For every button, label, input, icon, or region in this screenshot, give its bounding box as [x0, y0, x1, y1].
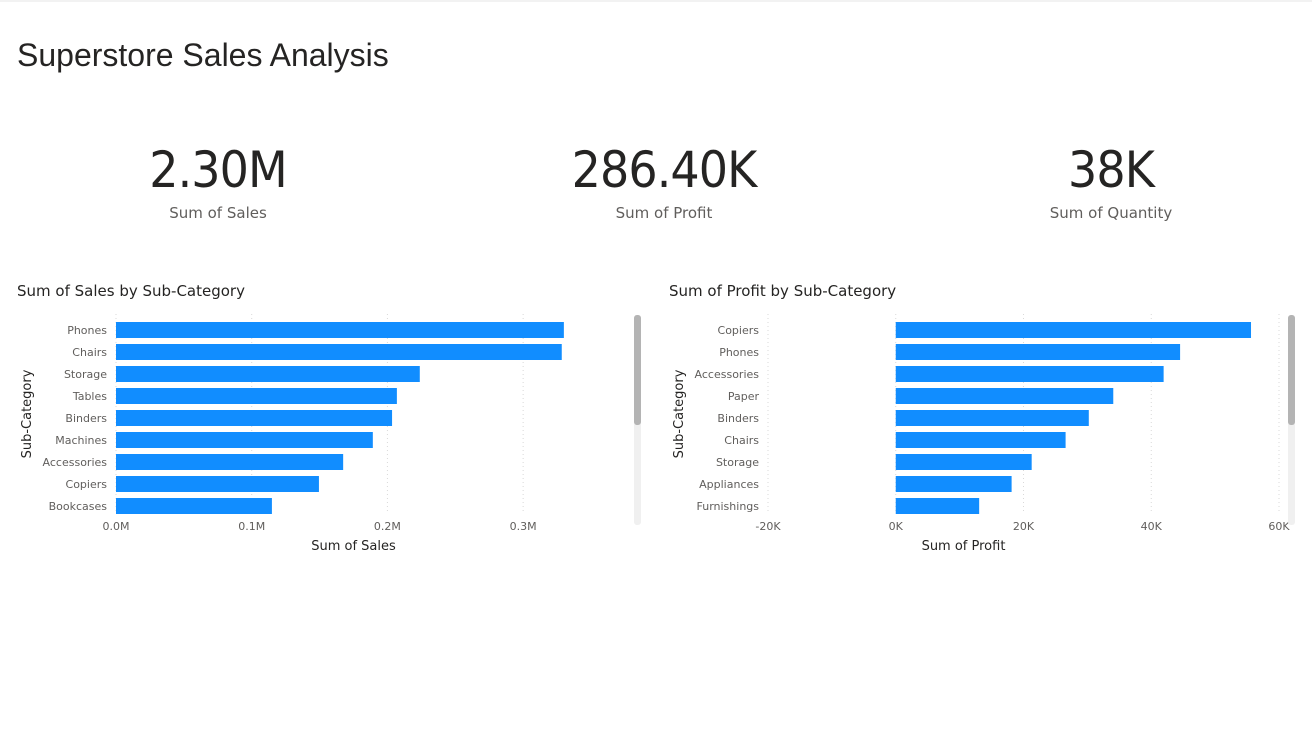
category-label: Tables [72, 390, 107, 403]
sales-by-subcategory-chart[interactable]: Sum of Sales by Sub-Category 0.0M 0.1M 0.2… [17, 282, 647, 572]
category-label: Binders [717, 412, 759, 425]
category-label: Copiers [718, 324, 760, 337]
profit-chart-svg: -20K 0K 20K 40K 60K Copiers Phones Accessories P… [672, 314, 1290, 554]
category-label: Storage [716, 456, 759, 469]
bar [895, 498, 980, 514]
category-label: Accessories [695, 368, 760, 381]
x-tick-label: 0.1M [238, 520, 265, 533]
category-label: Paper [728, 390, 760, 403]
kpi-value: 2.30M [149, 141, 287, 199]
kpi-card-quantity[interactable]: 38K Sum of Quantity [961, 138, 1261, 222]
category-label: Chairs [72, 346, 107, 359]
kpi-card-profit[interactable]: 286.40K Sum of Profit [514, 138, 814, 222]
bar [895, 322, 1252, 338]
category-label: Phones [67, 324, 107, 337]
scrollbar-track[interactable] [1288, 315, 1295, 525]
bar [116, 476, 319, 492]
x-tick-label: 40K [1141, 520, 1163, 533]
kpi-label: Sum of Quantity [1049, 204, 1173, 222]
profit-by-subcategory-chart[interactable]: Sum of Profit by Sub-Category -20K 0K 20K 4… [669, 282, 1299, 572]
chart-title: Sum of Profit by Sub-Category [669, 282, 897, 300]
bar [895, 410, 1089, 426]
kpi-label: Sum of Profit [615, 204, 713, 222]
bar [895, 476, 1012, 492]
bar [116, 388, 397, 404]
category-label: Machines [55, 434, 107, 447]
category-label: Bookcases [49, 500, 108, 513]
x-tick-label: 0.0M [103, 520, 130, 533]
bar [116, 322, 564, 338]
bar [116, 410, 393, 426]
bar [895, 366, 1164, 382]
y-axis-title: Sub-Category [672, 369, 687, 458]
category-label: Appliances [699, 478, 759, 491]
scrollbar-track[interactable] [634, 315, 641, 525]
category-label: Binders [65, 412, 107, 425]
scrollbar-thumb[interactable] [634, 315, 641, 425]
chart-title: Sum of Sales by Sub-Category [17, 282, 245, 300]
x-tick-label: 0.3M [510, 520, 537, 533]
kpi-value: 286.40K [571, 141, 758, 199]
y-axis-title: Sub-Category [20, 369, 35, 458]
bar [116, 498, 272, 514]
x-tick-label: -20K [755, 520, 781, 533]
x-axis-title: Sum of Profit [922, 539, 1006, 554]
category-label: Phones [719, 346, 759, 359]
category-label: Storage [64, 368, 107, 381]
category-label: Chairs [724, 434, 759, 447]
sales-chart-svg: 0.0M 0.1M 0.2M 0.3M Phones Chairs Storage Table… [20, 314, 564, 554]
report-title: Superstore Sales Analysis [17, 37, 389, 73]
bar [116, 454, 344, 470]
x-tick-label: 60K [1268, 520, 1290, 533]
bar [895, 344, 1181, 360]
category-label: Accessories [43, 456, 108, 469]
x-axis-title: Sum of Sales [311, 539, 396, 554]
scrollbar-thumb[interactable] [1288, 315, 1295, 425]
kpi-label: Sum of Sales [169, 204, 267, 222]
x-tick-label: 0.2M [374, 520, 401, 533]
bar [116, 366, 420, 382]
category-label: Furnishings [697, 500, 760, 513]
bar [895, 388, 1114, 404]
x-tick-label: 20K [1013, 520, 1035, 533]
x-tick-label: 0K [889, 520, 904, 533]
bar [895, 454, 1032, 470]
bar [895, 432, 1066, 448]
category-label: Copiers [66, 478, 108, 491]
kpi-value: 38K [1068, 141, 1155, 199]
top-border [0, 0, 1312, 2]
kpi-card-sales[interactable]: 2.30M Sum of Sales [68, 138, 368, 222]
bar [116, 344, 562, 360]
bar [116, 432, 373, 448]
